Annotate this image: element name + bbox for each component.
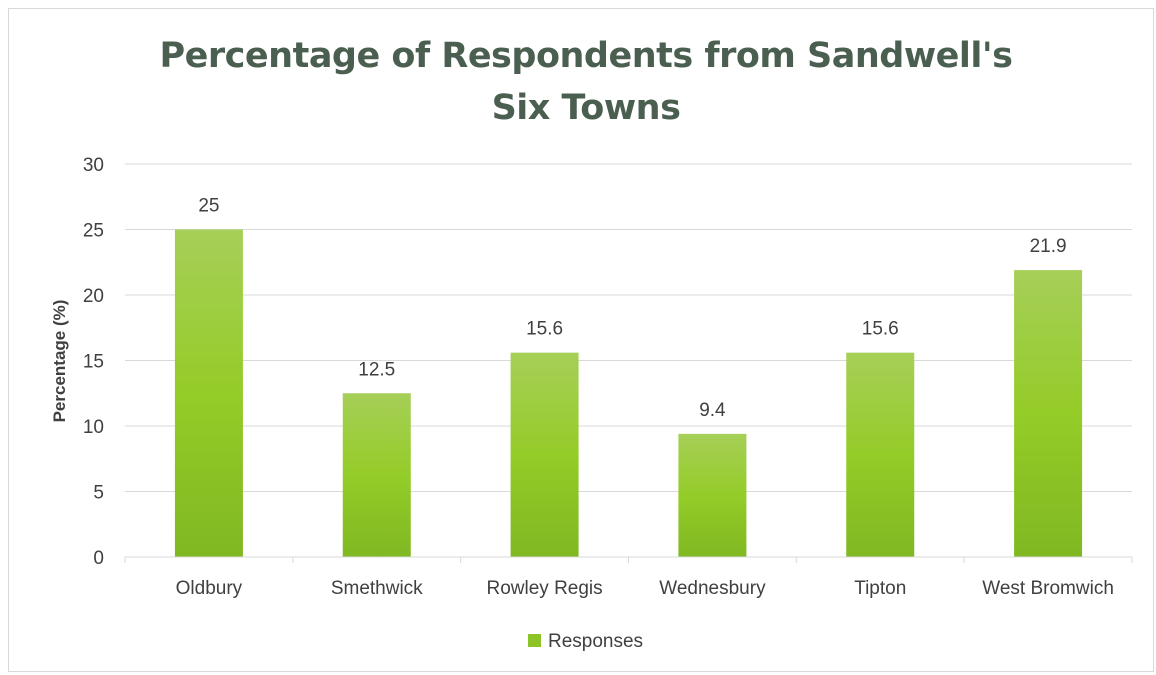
chart-title: Percentage of Respondents from Sandwell'… — [159, 36, 1013, 128]
bar-oldbury — [174, 229, 243, 557]
x-tick-label: Wednesbury — [659, 578, 766, 599]
legend-swatch — [528, 634, 541, 647]
data-label: 15.6 — [526, 319, 563, 340]
bar-wednesbury — [678, 433, 747, 557]
data-label: 25 — [198, 196, 219, 217]
bars — [174, 229, 1083, 557]
bar-rowley-regis — [510, 352, 579, 557]
data-label: 12.5 — [358, 359, 395, 380]
bar-smethwick — [342, 393, 411, 557]
x-tick-label: Rowley Regis — [487, 578, 603, 599]
y-tick-label: 5 — [93, 483, 104, 504]
x-tick-label: Oldbury — [176, 578, 243, 599]
y-tick-label: 15 — [83, 352, 104, 373]
data-labels: 25 12.5 15.6 9.4 15.6 21.9 — [198, 196, 1066, 421]
data-label: 21.9 — [1030, 236, 1067, 257]
y-axis-label: Percentage (%) — [50, 300, 69, 423]
bar-tipton — [846, 352, 915, 557]
gridlines — [125, 163, 1132, 492]
y-tick-label: 10 — [83, 417, 104, 438]
axes: 0 5 10 15 20 25 30 Oldbury Smethwick Rowley Regis… — [83, 155, 1133, 599]
y-tick-label: 0 — [93, 548, 104, 569]
legend: Responses — [528, 631, 643, 652]
x-tick-label: Tipton — [854, 578, 906, 599]
y-tick-label: 25 — [83, 221, 104, 242]
data-label: 9.4 — [699, 400, 726, 421]
y-tick-label: 20 — [83, 286, 104, 307]
bar-west-bromwich — [1014, 270, 1083, 557]
data-label: 15.6 — [862, 319, 899, 340]
y-tick-label: 30 — [83, 155, 104, 176]
x-tick-label: West Bromwich — [982, 578, 1114, 599]
legend-label: Responses — [548, 631, 643, 652]
x-tick-label: Smethwick — [331, 578, 423, 599]
